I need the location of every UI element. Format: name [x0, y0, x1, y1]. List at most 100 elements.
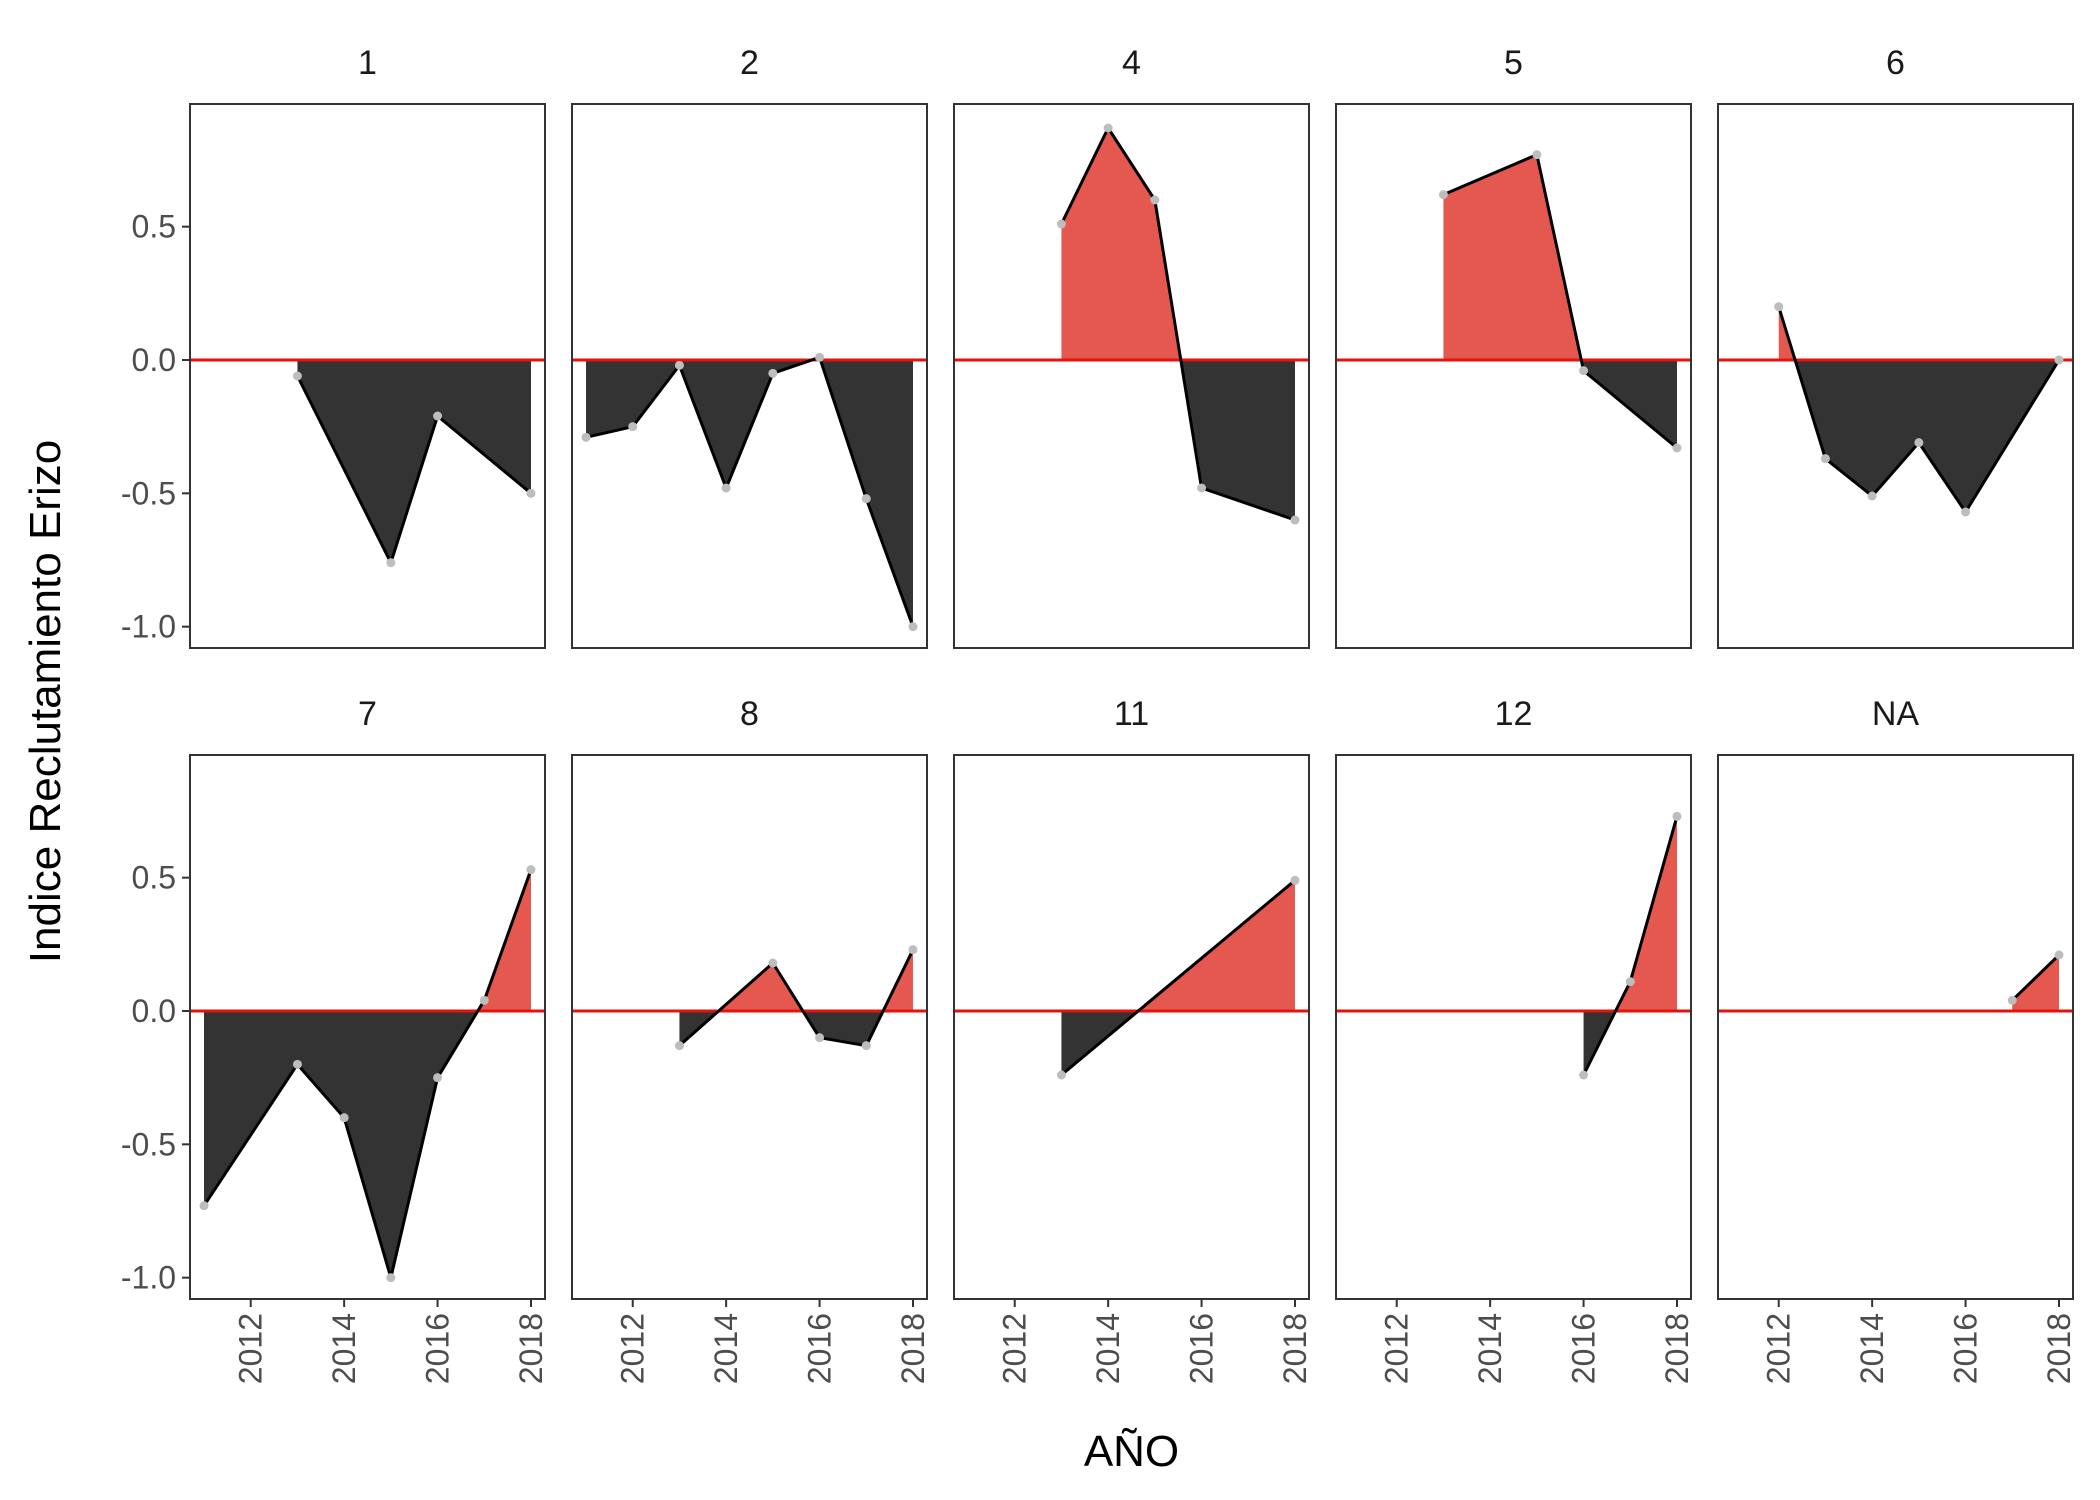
data-point-2015 [1532, 150, 1542, 160]
x-tick-label: 2014 [1854, 1313, 1890, 1384]
data-point-2018 [908, 945, 918, 955]
data-point-2016 [1197, 483, 1207, 493]
data-point-2013 [674, 360, 684, 370]
data-point-2011 [199, 1201, 209, 1211]
data-point-2015 [386, 1273, 396, 1283]
data-point-2018 [1290, 515, 1300, 525]
data-point-2018 [1672, 811, 1682, 821]
negative-area [1061, 1011, 1295, 1075]
negative-area [1061, 360, 1295, 520]
facet-panel-4: 4 [953, 44, 1310, 649]
panel-border [189, 103, 546, 649]
negative-area [1583, 1011, 1677, 1075]
data-point-2013 [1056, 1070, 1066, 1080]
series-line [1060, 879, 1296, 1077]
x-tick-label: 2018 [513, 1313, 549, 1384]
data-point-2013 [1820, 454, 1830, 464]
x-tick-label: 2016 [802, 1313, 838, 1384]
data-point-2014 [721, 483, 731, 493]
x-tick-label: 2018 [895, 1313, 931, 1384]
data-point-2016 [433, 1073, 443, 1083]
data-point-2011 [581, 432, 591, 442]
data-point-2012 [1774, 302, 1784, 312]
facet-title: 12 [1495, 695, 1533, 733]
positive-area [1061, 880, 1295, 1011]
data-point-2015 [1150, 195, 1160, 205]
x-axes: 2012 2014 2016 2018 2012 2014 2016 2018 2012 2014… [233, 1299, 2077, 1384]
series-line [296, 375, 532, 565]
facet-title: 1 [358, 44, 377, 82]
x-tick-label: 2012 [1379, 1313, 1415, 1384]
data-point-2017 [861, 494, 871, 504]
data-point-2016 [1961, 507, 1971, 517]
positive-area [1061, 128, 1295, 360]
negative-area [679, 1011, 913, 1046]
x-tick-label: 2016 [1184, 1313, 1220, 1384]
y-tick-label: -0.5 [121, 475, 176, 511]
x-tick-label: 2014 [708, 1313, 744, 1384]
x-tick-label: 2012 [615, 1313, 651, 1384]
data-point-2014 [1867, 491, 1877, 501]
data-point-2016 [433, 411, 443, 421]
x-axis-panel-11: 2012 2014 2016 2018 [997, 1299, 1313, 1384]
x-tick-label: 2016 [420, 1313, 456, 1384]
data-point-2016 [1579, 366, 1589, 376]
data-point-2018 [2054, 355, 2064, 365]
facet-title: 7 [358, 695, 377, 733]
data-point-2015 [1914, 438, 1924, 448]
panel-border [1717, 103, 2074, 649]
facet-title: NA [1872, 695, 1920, 733]
data-point-2017 [479, 995, 489, 1005]
data-point-2018 [908, 622, 918, 632]
data-point-2015 [386, 558, 396, 568]
panel-border [1335, 103, 1692, 649]
x-axis-panel-NA: 2012 2014 2016 2018 [1761, 1299, 2077, 1384]
y-axis-row-1: 0.5 0.0 -0.5 -1.0 [121, 209, 190, 645]
x-axis-title: AÑO [1084, 1426, 1179, 1476]
y-axes: 0.5 0.0 -0.5 -1.0 0.5 0.0 -0.5 -1.0 [121, 209, 190, 1296]
facet-title: 11 [1114, 695, 1149, 733]
x-axis-panel-7: 2012 2014 2016 2018 [233, 1299, 549, 1384]
data-point-2015 [768, 958, 778, 968]
data-point-2013 [674, 1041, 684, 1051]
data-point-2016 [815, 352, 825, 362]
facet-panel-1: 1 [189, 44, 546, 649]
facet-panel-8: 8 [571, 695, 928, 1300]
panel-border [1717, 754, 2074, 1300]
y-tick-label: -1.0 [121, 1260, 176, 1296]
panel-border [1335, 754, 1692, 1300]
facet-panels: 1 2 4 5 67 8 11 12 NA [189, 44, 2074, 1300]
series-line [678, 949, 915, 1048]
negative-area [586, 360, 913, 627]
y-tick-label: 0.0 [132, 342, 176, 378]
y-tick-label: 0.0 [132, 993, 176, 1029]
data-point-2015 [768, 368, 778, 378]
panel-border [189, 754, 546, 1300]
data-point-2018 [2054, 950, 2064, 960]
facet-panel-6: 6 [1717, 44, 2074, 649]
facet-panel-NA: NA [1717, 695, 2074, 1300]
data-point-2016 [815, 1033, 825, 1043]
x-tick-label: 2012 [997, 1313, 1033, 1384]
facet-panel-5: 5 [1335, 44, 1692, 649]
data-point-2013 [1438, 190, 1448, 200]
x-tick-label: 2012 [233, 1313, 269, 1384]
positive-area [1583, 816, 1677, 1011]
y-tick-label: 0.5 [132, 860, 176, 896]
data-point-2013 [292, 371, 302, 381]
data-point-2013 [1056, 219, 1066, 229]
y-tick-label: -0.5 [121, 1126, 176, 1162]
x-tick-label: 2014 [1472, 1313, 1508, 1384]
facet-title: 4 [1122, 44, 1141, 82]
data-point-2012 [628, 422, 638, 432]
y-tick-label: 0.5 [132, 209, 176, 245]
panel-border [953, 754, 1310, 1300]
x-tick-label: 2018 [1659, 1313, 1695, 1384]
data-point-2016 [1579, 1070, 1589, 1080]
x-tick-label: 2012 [1761, 1313, 1797, 1384]
positive-area [1778, 306, 2059, 360]
facet-panel-2: 2 [571, 44, 928, 649]
y-tick-label: -1.0 [121, 609, 176, 645]
y-axis-title: Indice Reclutamiento Erizo [21, 440, 70, 963]
